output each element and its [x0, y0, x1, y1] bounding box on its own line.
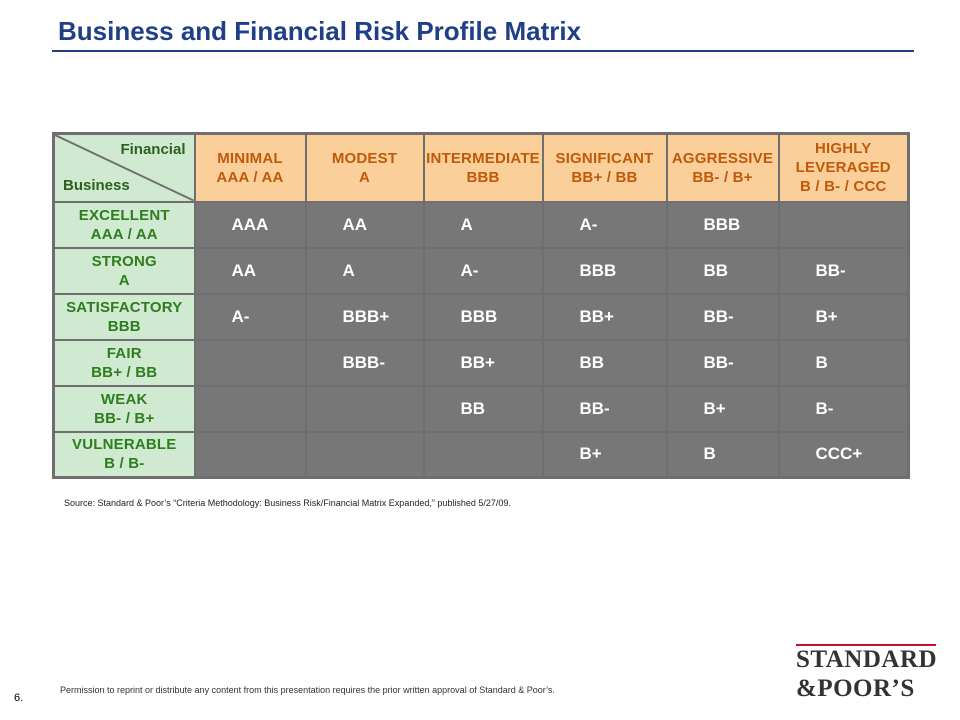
- rating-cell: [193, 430, 307, 479]
- header-line-2: BB- / B+: [692, 168, 753, 186]
- row-label-line-2: BB+ / BB: [91, 363, 158, 381]
- logo-line-2: &POOR’S: [796, 675, 915, 702]
- financial-header-minimal: MINIMAL AAA / AA: [193, 132, 307, 203]
- financial-header-highly-leveraged: HIGHLY LEVERAGED B / B- / CCC: [777, 132, 910, 203]
- business-header-fair: FAIR BB+ / BB: [52, 338, 196, 387]
- standard-and-poors-logo: STANDARD &POOR’S: [790, 640, 942, 710]
- rating-cell: B+: [665, 384, 780, 433]
- rating-cell: AA: [304, 200, 425, 249]
- rating-cell: A-: [541, 200, 668, 249]
- financial-axis-label: Financial: [120, 141, 186, 158]
- header-line-2: LEVERAGED: [795, 159, 891, 177]
- business-header-satisfactory: SATISFACTORY BBB: [52, 292, 196, 341]
- logo-line-1: STANDARD: [796, 646, 938, 673]
- financial-header-row: Financial Business MINIMAL AAA / AA MODE…: [52, 132, 910, 203]
- rating-cell: [422, 430, 544, 479]
- row-label-line-1: EXCELLENT: [78, 206, 170, 224]
- financial-header-modest: MODEST A: [304, 132, 425, 203]
- table-row: EXCELLENT AAA / AA AAA AA A A- BBB: [52, 200, 910, 249]
- rating-cell: A: [304, 246, 425, 295]
- row-label-line-1: WEAK: [100, 390, 148, 408]
- rating-cell: A-: [422, 246, 544, 295]
- corner-header-cell: Financial Business: [52, 132, 196, 203]
- business-header-weak: WEAK BB- / B+: [52, 384, 196, 433]
- row-label-line-2: BB- / B+: [94, 409, 155, 427]
- table-row: SATISFACTORY BBB A- BBB+ BBB BB+ BB- B+: [52, 292, 910, 341]
- rating-cell: BB: [665, 246, 780, 295]
- rating-cell: BBB: [541, 246, 668, 295]
- risk-matrix-table: Financial Business MINIMAL AAA / AA MODE…: [52, 132, 910, 479]
- rating-cell: BB-: [665, 292, 780, 341]
- row-label-line-1: SATISFACTORY: [66, 298, 183, 316]
- rating-cell: A-: [193, 292, 307, 341]
- rating-cell: BBB: [665, 200, 780, 249]
- business-header-excellent: EXCELLENT AAA / AA: [52, 200, 196, 249]
- financial-header-aggressive: AGGRESSIVE BB- / B+: [665, 132, 780, 203]
- header-line-2: BBB: [466, 168, 500, 186]
- header-line-3: B / B- / CCC: [799, 178, 887, 196]
- title-underline: [52, 50, 914, 52]
- header-line-2: BB+ / BB: [571, 168, 638, 186]
- financial-header-significant: SIGNIFICANT BB+ / BB: [541, 132, 668, 203]
- header-line-2: AAA / AA: [216, 168, 284, 186]
- table-row: STRONG A AA A A- BBB BB BB-: [52, 246, 910, 295]
- rating-cell: BB+: [422, 338, 544, 387]
- rating-cell: A: [422, 200, 544, 249]
- rating-cell: AAA: [193, 200, 307, 249]
- rating-cell: [304, 430, 425, 479]
- rating-cell: [777, 200, 910, 249]
- row-label-line-2: A: [118, 271, 130, 289]
- rating-cell: BBB+: [304, 292, 425, 341]
- source-note: Source: Standard & Poor’s “Criteria Meth…: [64, 498, 511, 508]
- rating-cell: CCC+: [777, 430, 910, 479]
- diagonal-divider: [55, 135, 193, 200]
- row-label-line-1: VULNERABLE: [71, 436, 177, 454]
- permission-notice: Permission to reprint or distribute any …: [60, 685, 555, 695]
- rating-cell: [304, 384, 425, 433]
- page-title: Business and Financial Risk Profile Matr…: [58, 16, 582, 46]
- header-line-1: MINIMAL: [217, 149, 283, 167]
- rating-cell: [193, 384, 307, 433]
- page-number: 6.: [14, 692, 24, 704]
- business-header-vulnerable: VULNERABLE B / B-: [52, 430, 196, 479]
- header-line-2: A: [358, 168, 371, 186]
- rating-cell: B+: [777, 292, 910, 341]
- header-line-1: INTERMEDIATE: [426, 149, 540, 167]
- row-label-line-1: FAIR: [106, 344, 142, 362]
- row-label-line-1: STRONG: [91, 252, 157, 270]
- header-line-1: AGGRESSIVE: [671, 149, 774, 167]
- table-row: FAIR BB+ / BB BBB- BB+ BB BB- B: [52, 338, 910, 387]
- rating-cell: B-: [777, 384, 910, 433]
- rating-cell: BB+: [541, 292, 668, 341]
- financial-header-intermediate: INTERMEDIATE BBB: [422, 132, 544, 203]
- rating-cell: BB-: [665, 338, 780, 387]
- rating-cell: B: [777, 338, 910, 387]
- header-line-1: SIGNIFICANT: [555, 149, 654, 167]
- table-row: VULNERABLE B / B- B+ B CCC+: [52, 430, 910, 479]
- table-row: WEAK BB- / B+ BB BB- B+ B-: [52, 384, 910, 433]
- header-line-1: HIGHLY: [815, 140, 872, 158]
- rating-cell: [193, 338, 307, 387]
- rating-cell: B: [665, 430, 780, 479]
- row-label-line-2: AAA / AA: [90, 225, 158, 243]
- rating-cell: BB: [422, 384, 544, 433]
- logo-rule: [796, 644, 936, 646]
- row-label-line-2: B / B-: [104, 455, 145, 473]
- row-label-line-2: BBB: [107, 317, 141, 335]
- business-header-strong: STRONG A: [52, 246, 196, 295]
- rating-cell: BB-: [541, 384, 668, 433]
- rating-cell: BB-: [777, 246, 910, 295]
- rating-cell: BB: [541, 338, 668, 387]
- rating-cell: BBB: [422, 292, 544, 341]
- rating-cell: B+: [541, 430, 668, 479]
- business-axis-label: Business: [63, 176, 130, 194]
- header-line-1: MODEST: [331, 149, 398, 167]
- rating-cell: BBB-: [304, 338, 425, 387]
- rating-cell: AA: [193, 246, 307, 295]
